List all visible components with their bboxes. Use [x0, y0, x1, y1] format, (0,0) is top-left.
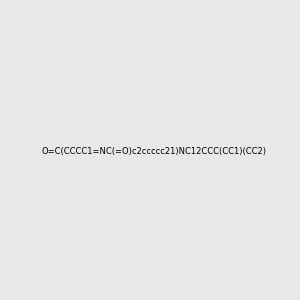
Text: O=C(CCCC1=NC(=O)c2ccccc21)NC12CCC(CC1)(CC2): O=C(CCCC1=NC(=O)c2ccccc21)NC12CCC(CC1)(C… [41, 147, 266, 156]
